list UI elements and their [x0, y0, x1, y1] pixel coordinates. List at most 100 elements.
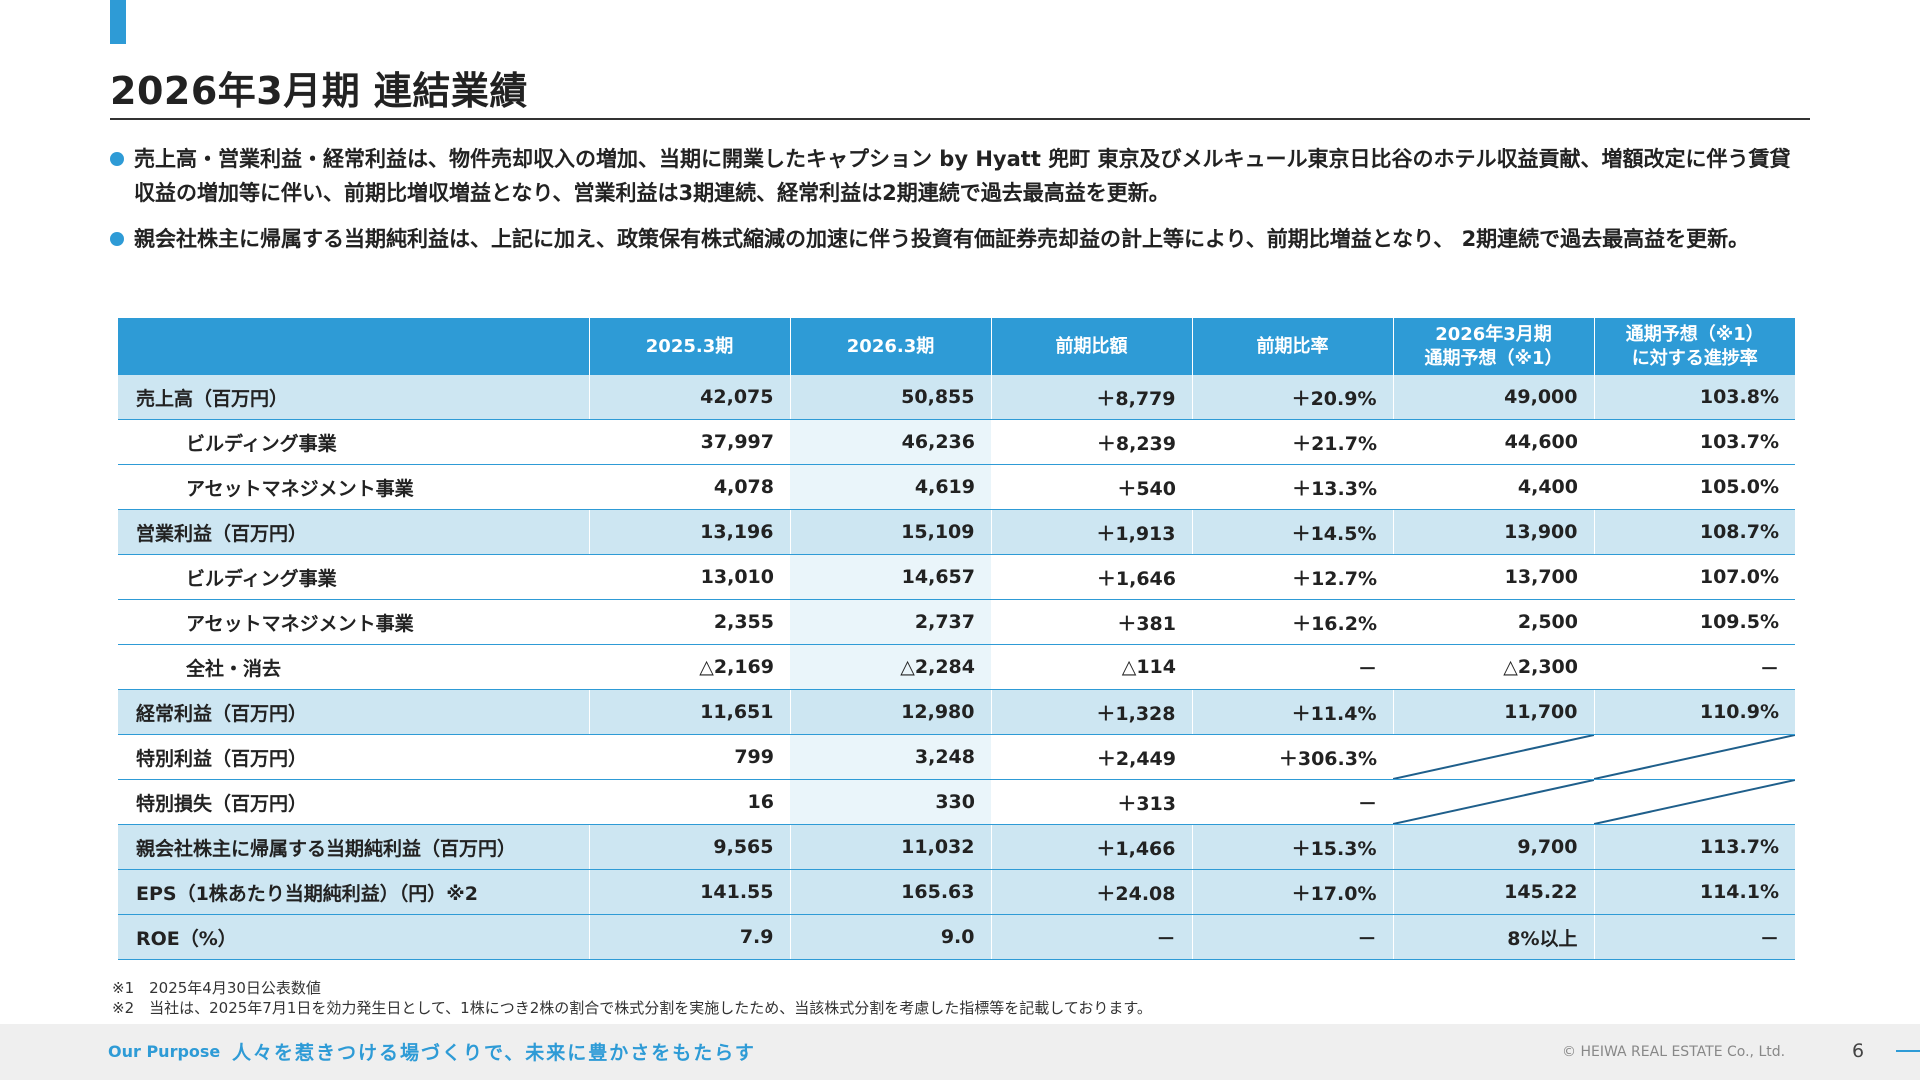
row-value: 2,500 — [1393, 599, 1594, 645]
row-value: 141.55 — [588, 869, 790, 915]
row-label: 営業利益（百万円） — [118, 509, 589, 555]
row-value: ＋1,466 — [990, 824, 1192, 870]
row-label: 経常利益（百万円） — [118, 689, 589, 735]
summary-bullet-text: 売上高・営業利益・経常利益は、物件売却収入の増加、当期に開業したキャプション b… — [134, 147, 1791, 205]
row-value: 15,109 — [789, 509, 991, 555]
row-value: 799 — [589, 734, 790, 780]
row-label: アセットマネジメント事業 — [118, 599, 589, 645]
footnote-1: ※1 2025年4月30日公表数値 — [112, 979, 321, 997]
row-value: 46,236 — [790, 419, 991, 465]
row-label: アセットマネジメント事業 — [118, 464, 589, 510]
row-value: 4,400 — [1393, 464, 1594, 510]
row-value: 7.9 — [588, 914, 790, 960]
table-row: EPS（1株あたり当期純利益）（円）※2 141.55 165.63 ＋24.08 ＋1… — [118, 869, 1795, 915]
row-value: ＋14.5% — [1191, 509, 1393, 555]
summary-bullet-2: 親会社株主に帰属する当期純利益は、上記に加え、政策保有株式縮減の加速に伴う投資有… — [110, 222, 1810, 256]
row-value: ＋11.4% — [1191, 689, 1393, 735]
row-value: 110.9% — [1593, 689, 1795, 735]
table-header-row: 2025.3期 2026.3期 前期比額 前期比率 2026年3月期 通期予想（… — [118, 318, 1795, 375]
summary-bullet-1: 売上高・営業利益・経常利益は、物件売却収入の増加、当期に開業したキャプション b… — [110, 142, 1810, 210]
header-label — [118, 318, 589, 375]
footnote-2: ※2 当社は、2025年7月1日を効力発生日として、1株につき2株の割合で株式分… — [112, 999, 1152, 1017]
footer-accent-line — [1896, 1050, 1920, 1052]
row-value: ＋306.3% — [1192, 734, 1393, 780]
table-row: ビルディング事業 13,010 14,657 ＋1,646 ＋12.7% 13,700 10… — [118, 554, 1795, 600]
not-applicable-cell — [1393, 734, 1594, 780]
purpose-label: Our Purpose — [108, 1042, 221, 1061]
summary-bullets: 売上高・営業利益・経常利益は、物件売却収入の増加、当期に開業したキャプション b… — [110, 142, 1810, 268]
row-value: 11,700 — [1392, 689, 1594, 735]
consolidated-results-table: 2025.3期 2026.3期 前期比額 前期比率 2026年3月期 通期予想（… — [118, 318, 1795, 960]
diagonal-slash-icon — [1393, 735, 1594, 779]
page-number: 6 — [1852, 1040, 1865, 1062]
table-row: アセットマネジメント事業 4,078 4,619 ＋540 ＋13.3% 4,400 105… — [118, 464, 1795, 510]
row-value: 50,855 — [789, 375, 991, 420]
table-row: 特別利益（百万円） 799 3,248 ＋2,449 ＋306.3% — [118, 734, 1795, 780]
row-value: 4,619 — [790, 464, 991, 510]
row-label: 売上高（百万円） — [118, 375, 589, 420]
row-value: 8%以上 — [1392, 914, 1594, 960]
row-label: 親会社株主に帰属する当期純利益（百万円） — [118, 824, 589, 870]
diagonal-slash-icon — [1594, 735, 1795, 779]
row-value: 37,997 — [589, 419, 790, 465]
bullet-dot-icon — [110, 152, 124, 166]
table-row: ビルディング事業 37,997 46,236 ＋8,239 ＋21.7% 44,600 10… — [118, 419, 1795, 465]
not-applicable-cell — [1393, 779, 1594, 825]
row-value: － — [1192, 644, 1393, 690]
header-yoy-change: 前期比額 — [990, 318, 1192, 375]
row-value: ＋20.9% — [1191, 375, 1393, 420]
row-value: － — [1192, 779, 1393, 825]
row-value: 114.1% — [1593, 869, 1795, 915]
row-value: － — [1191, 914, 1393, 960]
row-value: ＋1,913 — [990, 509, 1192, 555]
row-value: 9.0 — [789, 914, 991, 960]
row-value: ＋8,779 — [990, 375, 1192, 420]
table-row: アセットマネジメント事業 2,355 2,737 ＋381 ＋16.2% 2,500 109… — [118, 599, 1795, 645]
row-value: ＋540 — [991, 464, 1192, 510]
row-value: 16 — [589, 779, 790, 825]
bullet-dot-icon — [110, 232, 124, 246]
row-value: 9,700 — [1392, 824, 1594, 870]
row-value: － — [1593, 914, 1795, 960]
page-title: 2026年3月期 連結業績 — [110, 69, 528, 113]
row-value: 330 — [790, 779, 991, 825]
footnotes: ※1 2025年4月30日公表数値 ※2 当社は、2025年7月1日を効力発生日… — [112, 978, 1152, 1018]
row-value: 13,700 — [1393, 554, 1594, 600]
row-value: 103.8% — [1593, 375, 1795, 420]
row-value: 2,737 — [790, 599, 991, 645]
row-value: 103.7% — [1594, 419, 1795, 465]
row-label: EPS（1株あたり当期純利益）（円）※2 — [118, 869, 589, 915]
row-value: ＋16.2% — [1192, 599, 1393, 645]
table-row: 営業利益（百万円） 13,196 15,109 ＋1,913 ＋14.5% 13,900 1… — [118, 509, 1795, 555]
row-value: 9,565 — [588, 824, 790, 870]
row-value: ＋1,646 — [991, 554, 1192, 600]
row-value: ＋17.0% — [1191, 869, 1393, 915]
row-value: △114 — [991, 644, 1192, 690]
row-value: ＋8,239 — [991, 419, 1192, 465]
row-value: ＋381 — [991, 599, 1192, 645]
row-value: △2,169 — [589, 644, 790, 690]
row-value: 4,078 — [589, 464, 790, 510]
row-value: － — [990, 914, 1192, 960]
row-value: ＋24.08 — [990, 869, 1192, 915]
not-applicable-cell — [1594, 734, 1795, 780]
purpose-text: 人々を惹きつける場づくりで、未来に豊かさをもたらす — [232, 1042, 756, 1064]
table-row: ROE（%） 7.9 9.0 －－ 8%以上－ — [118, 914, 1795, 960]
row-value: 109.5% — [1594, 599, 1795, 645]
header-fy2025: 2025.3期 — [588, 318, 790, 375]
row-value: 44,600 — [1393, 419, 1594, 465]
row-value: － — [1594, 644, 1795, 690]
row-value: 11,651 — [588, 689, 790, 735]
page-footer: Our Purpose 人々を惹きつける場づくりで、未来に豊かさをもたらす © … — [0, 1024, 1920, 1080]
row-label: 特別利益（百万円） — [118, 734, 589, 780]
row-value: ＋21.7% — [1192, 419, 1393, 465]
row-value: 105.0% — [1594, 464, 1795, 510]
row-value: 165.63 — [789, 869, 991, 915]
row-value: ＋1,328 — [990, 689, 1192, 735]
row-label: 特別損失（百万円） — [118, 779, 589, 825]
row-value: 13,196 — [588, 509, 790, 555]
header-yoy-rate: 前期比率 — [1191, 318, 1393, 375]
row-value: ＋2,449 — [991, 734, 1192, 780]
row-label: ROE（%） — [118, 914, 589, 960]
title-divider — [110, 118, 1810, 120]
